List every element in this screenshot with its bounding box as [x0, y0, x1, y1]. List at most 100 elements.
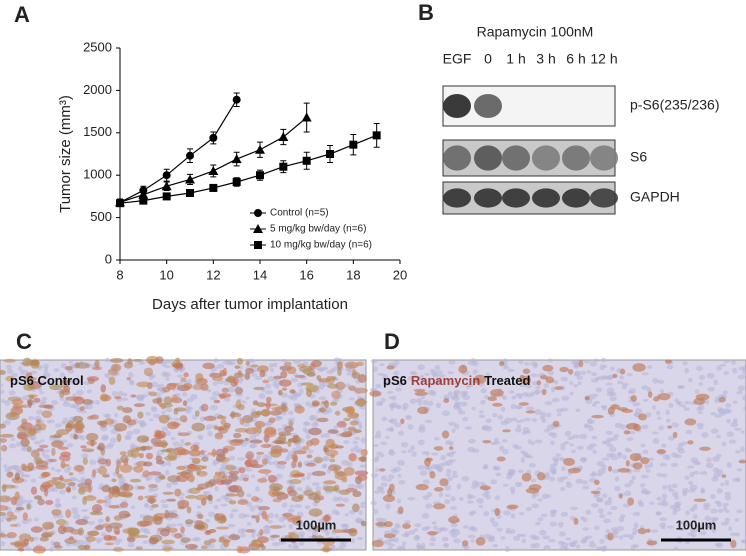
nucleus	[518, 360, 524, 365]
stain	[311, 470, 326, 477]
nucleus	[542, 535, 551, 540]
nucleus	[696, 406, 702, 412]
stain	[234, 387, 244, 395]
stain	[263, 434, 270, 443]
nucleus	[624, 483, 632, 488]
nucleus	[732, 418, 738, 424]
stain	[48, 458, 57, 463]
nucleus	[689, 507, 695, 512]
stain	[323, 514, 330, 523]
nucleus	[240, 533, 247, 538]
legend-marker	[254, 241, 262, 249]
nucleus	[518, 395, 523, 399]
nucleus	[267, 376, 275, 382]
nucleus	[501, 439, 508, 443]
nucleus	[37, 387, 43, 392]
nucleus	[720, 482, 725, 487]
stain	[99, 393, 109, 402]
nucleus	[97, 518, 105, 523]
nucleus	[445, 468, 452, 474]
stain	[567, 467, 581, 474]
nucleus	[21, 518, 30, 525]
stain	[177, 499, 190, 509]
stain	[331, 376, 336, 381]
nucleus	[515, 427, 522, 433]
nucleus	[86, 389, 93, 394]
nucleus	[729, 532, 737, 537]
nucleus	[609, 446, 617, 453]
nucleus	[725, 418, 731, 424]
nucleus	[577, 381, 582, 386]
nucleus	[109, 437, 117, 444]
stain	[91, 504, 103, 513]
nucleus	[661, 473, 668, 478]
blot-band	[474, 94, 502, 118]
x-tick-label: 14	[253, 267, 267, 282]
stain	[136, 381, 151, 388]
stain	[213, 425, 219, 431]
nucleus	[170, 481, 176, 485]
nucleus	[576, 375, 584, 381]
nucleus	[375, 401, 383, 407]
nucleus	[633, 469, 641, 473]
nucleus	[569, 443, 574, 447]
stain	[522, 368, 531, 374]
nucleus	[740, 446, 745, 452]
caption: pS6 Control	[10, 373, 84, 388]
scale-label: 100µm	[676, 517, 717, 532]
nucleus	[198, 436, 203, 440]
stain	[38, 444, 49, 449]
stain	[502, 429, 511, 433]
nucleus	[30, 370, 38, 375]
nucleus	[24, 474, 31, 478]
stain	[245, 367, 255, 375]
nucleus	[370, 501, 378, 506]
nucleus	[296, 487, 303, 492]
stain	[623, 430, 631, 435]
stain	[44, 488, 49, 497]
nucleus	[609, 453, 617, 457]
nucleus	[575, 478, 584, 484]
nucleus	[670, 452, 678, 458]
stain	[171, 394, 178, 402]
nucleus	[632, 511, 641, 517]
stain	[306, 454, 313, 458]
nucleus	[53, 368, 60, 373]
lane-label: 1 h	[506, 51, 525, 67]
stain	[159, 402, 173, 408]
stain	[143, 461, 153, 467]
nucleus	[105, 374, 111, 380]
stain	[265, 396, 272, 403]
stain	[0, 445, 8, 452]
nucleus	[72, 405, 81, 410]
nucleus	[743, 406, 746, 411]
nucleus	[724, 495, 732, 501]
nucleus	[238, 513, 247, 519]
nucleus	[407, 376, 413, 381]
nucleus	[180, 439, 185, 444]
stain	[119, 451, 127, 456]
nucleus	[710, 428, 719, 434]
stain	[301, 445, 310, 451]
stain	[354, 387, 368, 394]
stain	[402, 523, 411, 529]
stain	[64, 537, 77, 544]
stain	[164, 455, 178, 462]
stain	[116, 405, 124, 411]
nucleus	[649, 462, 654, 468]
stain	[207, 494, 213, 502]
stain	[130, 394, 137, 398]
blot-treatment: Rapamycin 100nM	[477, 24, 594, 40]
nucleus	[457, 410, 466, 415]
nucleus	[390, 402, 398, 409]
nucleus	[451, 528, 456, 534]
nucleus	[358, 510, 363, 516]
stain	[64, 366, 73, 371]
lane-label: 12 h	[590, 51, 617, 67]
nucleus	[280, 358, 289, 362]
stain	[103, 534, 113, 542]
stain	[231, 439, 245, 443]
nucleus	[515, 405, 524, 410]
nucleus	[71, 495, 77, 500]
stain	[521, 472, 532, 482]
